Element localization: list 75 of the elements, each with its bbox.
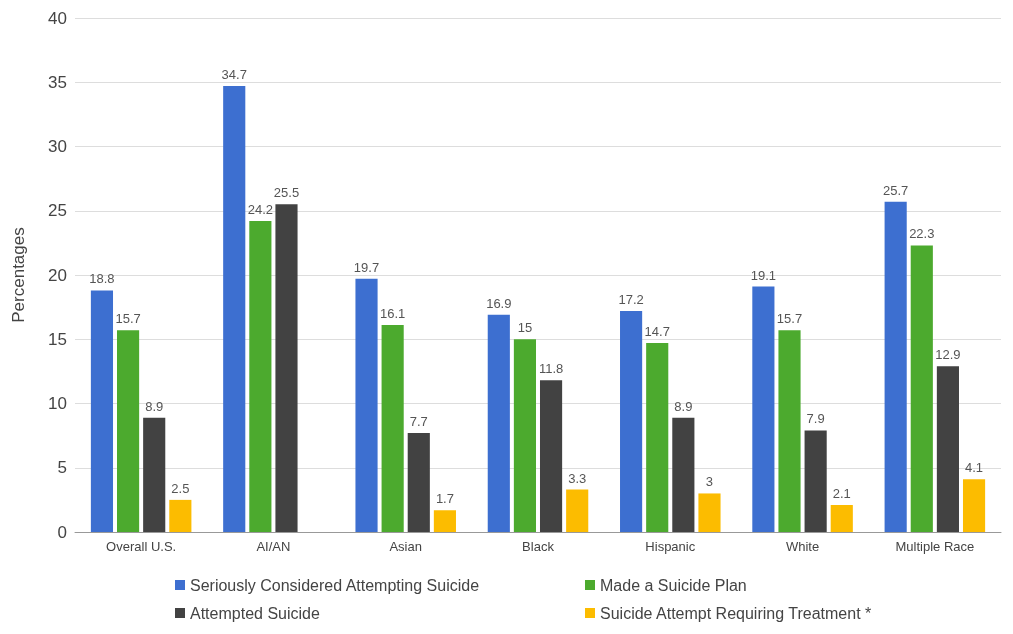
bar <box>169 499 192 532</box>
data-label: 16.9 <box>486 295 512 311</box>
bar <box>275 204 298 532</box>
bar <box>672 417 695 532</box>
x-tick-label: Hispanic <box>645 539 696 554</box>
data-label: 14.7 <box>644 324 670 340</box>
data-label: 25.7 <box>883 182 909 198</box>
data-label: 2.1 <box>832 486 851 502</box>
bar <box>433 510 456 532</box>
data-label: 24.2 <box>247 202 274 218</box>
data-label: 25.5 <box>273 185 300 201</box>
y-axis-title: Percentages <box>9 227 28 323</box>
data-label: 17.2 <box>618 291 644 307</box>
bar <box>143 417 166 532</box>
bar <box>804 430 827 532</box>
x-tick-label: Multiple Race <box>895 539 975 554</box>
y-tick-label: 30 <box>48 137 67 156</box>
bar <box>487 314 510 532</box>
bar <box>962 479 986 532</box>
y-tick-label: 15 <box>48 329 67 349</box>
legend-label: Made a Suicide Plan <box>600 576 747 594</box>
bar <box>910 245 933 532</box>
data-label: 16.1 <box>379 306 406 322</box>
y-tick-label: 5 <box>57 458 67 478</box>
data-label: 12.9 <box>935 347 961 363</box>
data-label: 11.8 <box>538 361 564 377</box>
bar <box>407 433 430 532</box>
data-label: 7.9 <box>806 411 825 427</box>
data-label: 15.7 <box>776 311 803 327</box>
x-tick-label: Overall U.S. <box>106 539 177 554</box>
y-tick-label: 10 <box>48 394 67 413</box>
y-tick-label: 40 <box>48 8 67 28</box>
y-tick-label: 35 <box>48 72 67 92</box>
data-label: 19.1 <box>750 267 777 283</box>
y-tick-label: 25 <box>48 201 67 221</box>
bar <box>513 339 537 532</box>
bar <box>830 505 853 532</box>
bar <box>355 278 378 532</box>
bar <box>223 86 246 532</box>
x-tick-label: White <box>785 539 820 554</box>
data-label: 22.3 <box>909 226 935 242</box>
bar <box>539 380 563 532</box>
legend-label: Attempted Suicide <box>190 604 320 622</box>
bar <box>752 286 775 532</box>
bar <box>646 343 669 532</box>
bar <box>778 330 801 532</box>
data-label: 19.7 <box>353 259 380 275</box>
x-tick-label: AI/AN <box>256 539 291 554</box>
bar <box>90 290 114 532</box>
bar <box>936 366 959 532</box>
data-label: 1.7 <box>435 491 454 507</box>
bar <box>566 489 589 532</box>
bar <box>117 330 140 532</box>
bar <box>620 310 643 532</box>
data-label: 3 <box>705 474 714 490</box>
data-label: 4.1 <box>965 460 984 476</box>
bar <box>698 493 721 532</box>
data-label: 15.7 <box>115 311 141 327</box>
data-label: 15 <box>517 320 533 336</box>
bar <box>249 221 272 532</box>
y-tick-label: 0 <box>57 522 67 542</box>
data-label: 18.8 <box>89 271 115 287</box>
y-tick-label: 20 <box>48 265 67 285</box>
data-label: 8.9 <box>674 398 693 414</box>
data-label: 8.9 <box>145 398 164 414</box>
x-tick-label: Black <box>522 539 555 554</box>
data-label: 34.7 <box>221 67 247 83</box>
legend-label: Suicide Attempt Requiring Treatment * <box>600 604 872 622</box>
data-label: 7.7 <box>409 414 428 430</box>
data-label: 3.3 <box>568 470 587 486</box>
bar <box>381 325 404 532</box>
data-label: 2.5 <box>171 480 190 496</box>
legend-label: Seriously Considered Attempting Suicide <box>190 576 480 594</box>
bar <box>884 201 907 532</box>
x-tick-label: Asian <box>389 539 422 554</box>
